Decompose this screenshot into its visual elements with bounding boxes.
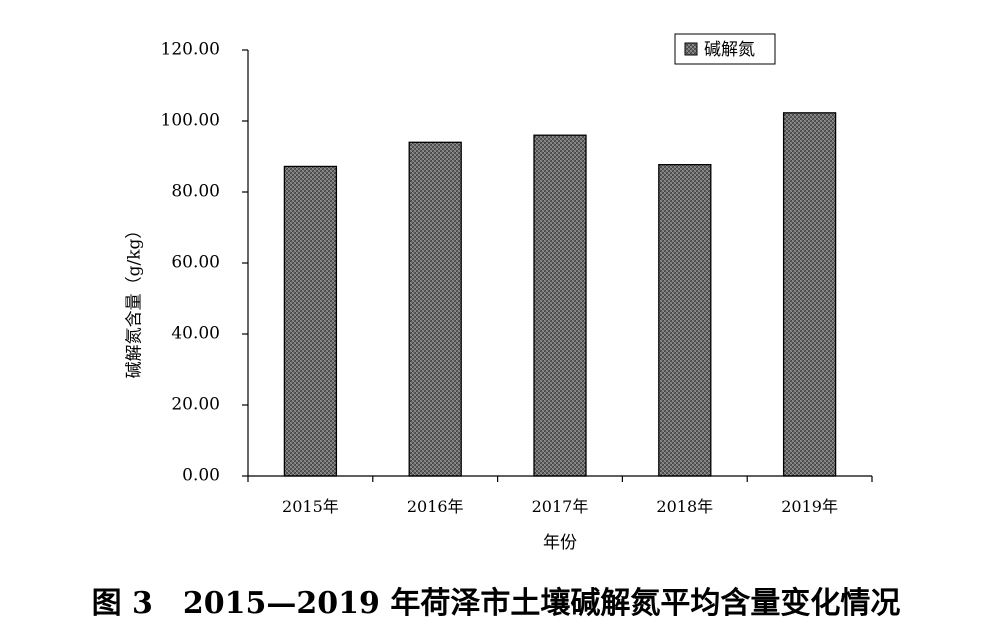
bars	[283, 112, 837, 477]
bar-2019年	[782, 112, 837, 477]
x-tick-label: 2017年	[532, 497, 589, 516]
bar-2016年	[408, 141, 462, 477]
x-axis: 2015年 2016年 2017年 2018年 2019年	[247, 476, 873, 516]
bar-2017年	[533, 134, 587, 477]
y-tick-label: 120.00	[161, 40, 220, 60]
x-tick-label: 2019年	[781, 497, 838, 516]
x-tick-label: 2018年	[656, 497, 713, 516]
chart: 0.00 20.00 40.00 60.00 80.00 100.00 120.00 201…	[125, 33, 873, 553]
figure-caption: 图 3 2015—2019 年荷泽市土壤碱解氮平均含量变化情况	[91, 586, 901, 621]
y-tick-label: 0.00	[182, 466, 220, 486]
y-tick-label: 100.00	[161, 111, 220, 131]
y-tick-label: 80.00	[171, 182, 220, 202]
y-tick-label: 60.00	[171, 253, 220, 273]
bar-2018年	[658, 164, 712, 477]
x-axis-title: 年份	[543, 533, 577, 553]
y-axis-title: 碱解氮含量（g/kg）	[125, 222, 145, 379]
legend: 碱解氮	[674, 33, 776, 65]
legend-swatch	[684, 42, 698, 56]
x-tick-label: 2016年	[407, 497, 464, 516]
y-tick-label: 40.00	[171, 324, 220, 344]
y-axis: 0.00 20.00 40.00 60.00 80.00 100.00 120.00	[161, 40, 248, 486]
x-tick-label: 2015年	[282, 497, 339, 516]
legend-label: 碱解氮	[704, 40, 755, 60]
y-tick-label: 20.00	[171, 395, 220, 415]
bar-2015年	[283, 165, 338, 477]
